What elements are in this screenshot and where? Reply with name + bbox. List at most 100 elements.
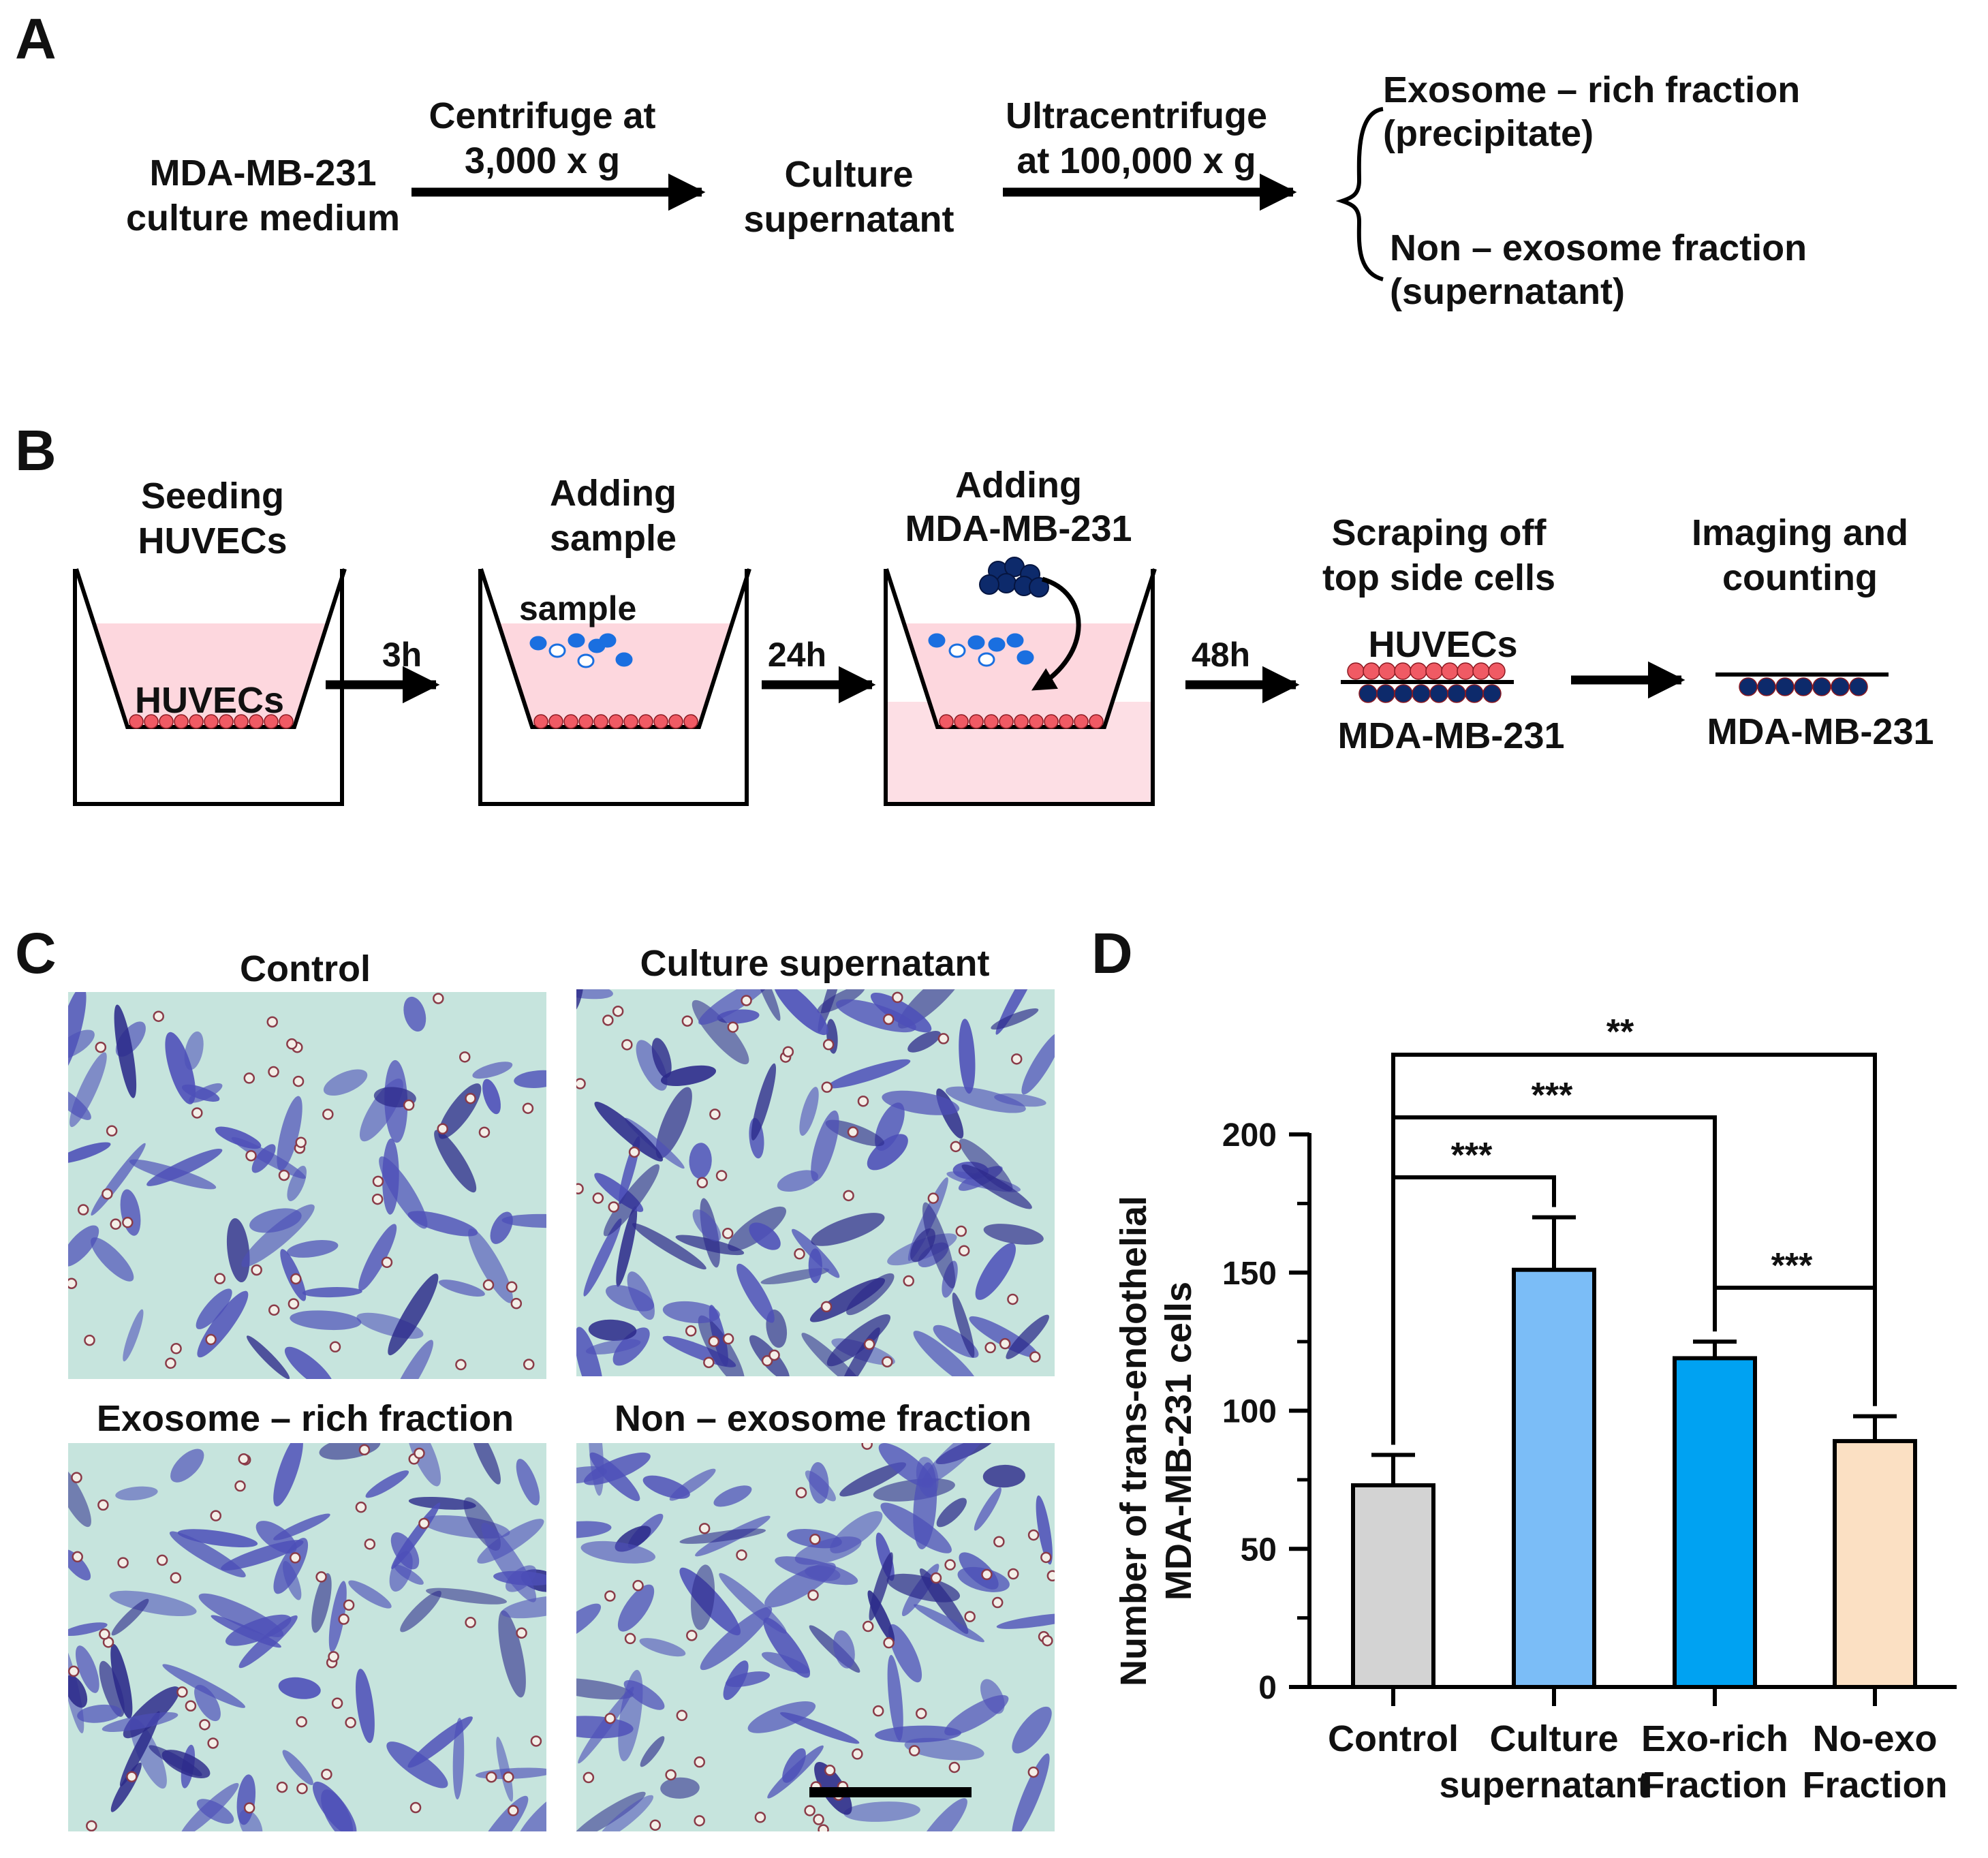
- membrane-pore: [68, 1278, 78, 1289]
- membrane-pore: [754, 1812, 766, 1823]
- huvec-cell: [668, 714, 683, 729]
- stage2-outer-well: [478, 569, 749, 806]
- huvec-cell: [249, 714, 264, 729]
- middle-label-line2: supernatant: [743, 199, 954, 240]
- stained-cell: [75, 1645, 99, 1693]
- stage-seeding: Seeding HUVECs HUVECs: [73, 476, 347, 806]
- significance-label: **: [1606, 1012, 1634, 1052]
- huvec-cell: [174, 714, 189, 729]
- micrograph-control: [68, 992, 546, 1379]
- membrane-pore: [266, 1016, 278, 1028]
- membrane-pore: [205, 1333, 217, 1346]
- sample-particle: [988, 637, 1006, 652]
- stained-cell: [576, 989, 584, 1013]
- membrane-pore: [251, 1264, 262, 1276]
- stained-cell: [403, 996, 426, 1032]
- stained-cell: [1021, 1032, 1055, 1095]
- membrane-pore: [153, 1010, 164, 1022]
- membrane-pore: [686, 1630, 698, 1641]
- stage2-title-line2: sample: [550, 518, 677, 559]
- membrane-pore: [329, 1341, 341, 1353]
- stained-cell: [277, 1096, 302, 1171]
- stained-cell: [386, 1741, 448, 1789]
- membrane-pore: [207, 1737, 219, 1749]
- micrograph-culture-supernatant: [576, 989, 1055, 1376]
- sample-particle: [548, 643, 566, 658]
- panel-a-letter: A: [15, 7, 57, 71]
- tumor-cell: [1849, 677, 1868, 696]
- stained-cell: [468, 1228, 513, 1303]
- stained-cell: [358, 1224, 397, 1291]
- image-non-exo-title: Non – exosome fraction: [615, 1398, 1031, 1439]
- huvec-cell: [563, 714, 578, 729]
- stained-cell: [589, 1452, 640, 1502]
- stained-cell: [388, 1273, 439, 1356]
- membrane-pore: [403, 1099, 415, 1111]
- stained-cell: [323, 1069, 368, 1096]
- membrane-pore: [290, 1552, 301, 1564]
- membrane-pore: [292, 1075, 305, 1087]
- stained-cell: [516, 1459, 540, 1506]
- sample-particle: [967, 635, 985, 650]
- membrane-pore: [315, 1571, 327, 1583]
- stage2-huvec-layer: [533, 714, 698, 729]
- stained-cell: [576, 1521, 612, 1538]
- stained-cell: [826, 1314, 891, 1367]
- stained-cell: [679, 1528, 766, 1544]
- stained-cell: [68, 1142, 111, 1164]
- huvec-cell: [1363, 662, 1380, 680]
- panel-b-letter: B: [15, 418, 57, 482]
- membrane-pore: [950, 1141, 962, 1153]
- sample-particle: [948, 643, 966, 658]
- category-label: Fraction: [1642, 1765, 1787, 1806]
- membrane-pore: [703, 1357, 715, 1368]
- stained-cell: [389, 1340, 433, 1379]
- stained-cell: [660, 1065, 717, 1087]
- tumor-cell: [1394, 684, 1413, 703]
- membrane-pore: [328, 1651, 339, 1662]
- tumor-cell: [979, 574, 999, 595]
- sample-particle: [1016, 650, 1034, 665]
- stained-cell: [482, 1079, 501, 1115]
- stained-cell: [839, 1462, 906, 1497]
- huvec-cell: [1059, 714, 1074, 729]
- split-brace: [1335, 107, 1384, 281]
- stained-cell: [287, 1165, 307, 1201]
- membrane-pore: [576, 1078, 586, 1089]
- stained-cell: [867, 1134, 908, 1171]
- membrane-pore: [286, 1038, 298, 1050]
- membrane-pore: [84, 1334, 95, 1346]
- stained-cell: [119, 1711, 160, 1787]
- membrane-pore: [882, 1013, 895, 1025]
- membrane-pore: [176, 1686, 188, 1698]
- stained-cell: [515, 1789, 546, 1831]
- stage4-title-line2: top side cells: [1322, 557, 1555, 598]
- membrane-pore: [981, 1568, 993, 1581]
- membrane-pore: [604, 1712, 616, 1724]
- membrane-pore: [414, 1447, 425, 1459]
- membrane-pore: [156, 1554, 168, 1566]
- stained-cell: [603, 1164, 659, 1237]
- micrograph-non-exosome: [576, 1443, 1055, 1831]
- stained-cell: [111, 1598, 149, 1636]
- membrane-pore: [930, 1572, 942, 1584]
- membrane-pore: [741, 995, 752, 1006]
- membrane-pore: [506, 1281, 518, 1293]
- membrane-pore: [681, 1015, 694, 1027]
- step1-label-line2: 3,000 x g: [465, 140, 620, 181]
- stained-cell: [221, 1540, 304, 1571]
- tumor-cell: [1465, 684, 1484, 703]
- bar: [1351, 1483, 1435, 1690]
- stage4-tumor-label: MDA-MB-231: [1337, 715, 1564, 756]
- stained-cell: [390, 1532, 420, 1570]
- membrane-pore: [708, 1335, 720, 1348]
- stained-cell: [980, 1679, 1005, 1714]
- membrane-pore: [522, 1102, 534, 1114]
- stained-cell: [805, 1470, 836, 1502]
- stained-cell: [438, 1280, 485, 1297]
- membrane-pore: [508, 1805, 519, 1816]
- stage4-huvec-label: HUVECs: [1368, 624, 1517, 665]
- stage-imaging: Imaging and counting MDA-MB-231: [1692, 512, 1934, 752]
- stained-cell: [68, 1549, 91, 1581]
- stained-cell: [514, 1070, 546, 1088]
